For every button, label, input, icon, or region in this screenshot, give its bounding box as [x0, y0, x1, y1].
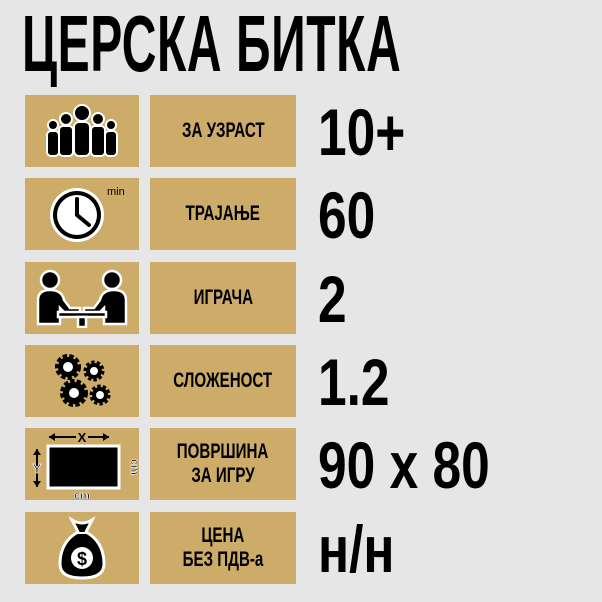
value-age: 10+	[318, 95, 406, 169]
label-box: ЗА УЗРАСТ	[150, 95, 296, 167]
label-complexity: СЛОЖЕНОСТ	[173, 369, 273, 392]
value-players: 2	[318, 262, 347, 336]
cm-side-label: cm	[128, 459, 137, 475]
label-price-line2: БЕЗ ПДВ-а	[182, 548, 264, 571]
label-players: ИГРАЧА	[193, 286, 253, 309]
y-label: Y	[33, 461, 42, 476]
value-price: н/н	[318, 512, 395, 586]
dollar-sign: $	[77, 549, 87, 569]
label-play-area-line2: ЗА ИГРУ	[191, 464, 255, 487]
icon-box: X Y cm cm	[25, 428, 139, 500]
cm-bottom-label: cm	[74, 490, 90, 499]
label-box: ТРАЈАЊЕ	[150, 178, 296, 250]
row-play-area: X Y cm cm ПОВРШИНА ЗА ИГРУ 90 x 80	[0, 428, 602, 500]
value-play-area: 90 x 80	[318, 428, 490, 502]
x-label: X	[78, 430, 87, 445]
people-group-icon	[46, 104, 118, 157]
play-area-icon: X Y cm cm	[32, 430, 137, 499]
row-complexity: СЛОЖЕНОСТ 1.2	[0, 345, 602, 417]
icon-box: min	[25, 178, 139, 250]
label-play-area-line1: ПОВРШИНА	[177, 440, 269, 463]
row-duration: min ТРАЈАЊЕ 60	[0, 178, 602, 250]
label-box: ПОВРШИНА ЗА ИГРУ	[150, 428, 296, 500]
row-players: ИГРАЧА 2	[0, 262, 602, 334]
icon-box	[25, 345, 139, 417]
row-age: ЗА УЗРАСТ 10+	[0, 95, 602, 167]
page-title: ЦЕРСКА БИТКА	[22, 0, 402, 88]
clock-icon: min	[50, 186, 125, 242]
players-at-table-icon	[36, 269, 128, 328]
clock-min-text: min	[107, 186, 125, 198]
label-age: ЗА УЗРАСТ	[181, 119, 265, 142]
label-box: ИГРАЧА	[150, 262, 296, 334]
money-bag-icon: $	[58, 516, 106, 580]
icon-box	[25, 262, 139, 334]
label-box: ЦЕНА БЕЗ ПДВ-а	[150, 512, 296, 584]
label-box: СЛОЖЕНОСТ	[150, 345, 296, 417]
row-price: $ ЦЕНА БЕЗ ПДВ-а н/н	[0, 512, 602, 584]
label-price-line1: ЦЕНА	[201, 524, 245, 547]
value-complexity: 1.2	[318, 345, 390, 419]
icon-box: $	[25, 512, 139, 584]
icon-box	[25, 95, 139, 167]
label-duration: ТРАЈАЊЕ	[185, 202, 261, 225]
value-duration: 60	[318, 178, 376, 252]
gears-icon	[55, 354, 111, 407]
